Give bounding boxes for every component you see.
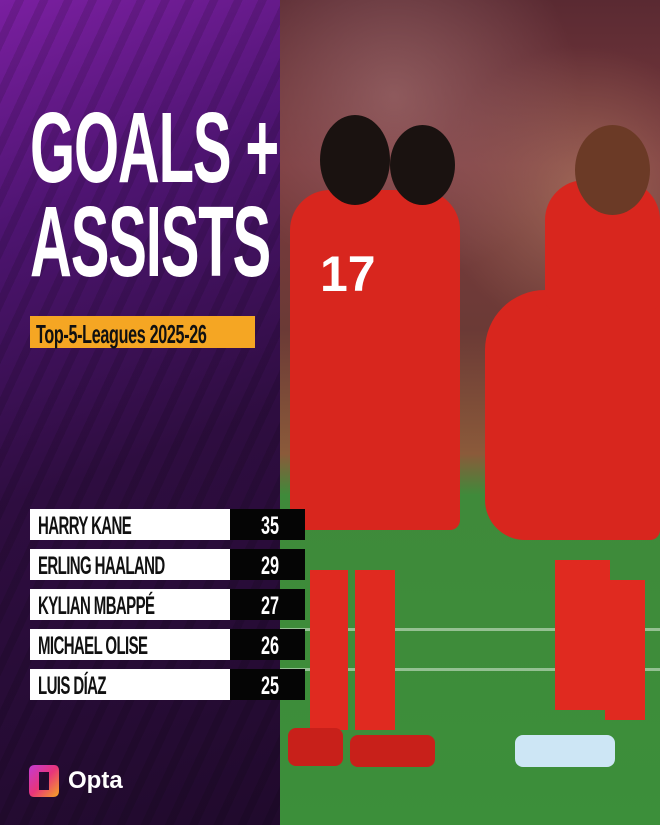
pitch-line bbox=[280, 668, 660, 671]
player-boot bbox=[350, 735, 435, 767]
ranking-row: HARRY KANE 35 bbox=[30, 509, 305, 540]
player-value: 26 bbox=[260, 632, 280, 660]
player-head bbox=[575, 125, 650, 215]
title-line-2: ASSISTS bbox=[30, 186, 271, 298]
title-line-1: GOALS + bbox=[30, 92, 279, 204]
player-value: 25 bbox=[260, 672, 280, 700]
pitch-line bbox=[280, 628, 660, 631]
player-name: KYLIAN MBAPPÉ bbox=[38, 592, 155, 620]
ranking-row: MICHAEL OLISE 26 bbox=[30, 629, 305, 660]
player-head bbox=[390, 125, 455, 205]
ranking-row: ERLING HAALAND 29 bbox=[30, 549, 305, 580]
player-name: HARRY KANE bbox=[38, 512, 132, 540]
info-panel: GOALS + ASSISTS Top-5-Leagues 2025-26 bbox=[0, 0, 280, 825]
player-name: MICHAEL OLISE bbox=[38, 632, 148, 660]
ranking-row: KYLIAN MBAPPÉ 27 bbox=[30, 589, 305, 620]
jersey-number: 17 bbox=[320, 246, 376, 302]
player-leg bbox=[605, 580, 645, 720]
ranking-row: LUIS DÍAZ 25 bbox=[30, 669, 305, 700]
player-body bbox=[485, 290, 660, 540]
player-celebration-photo: 17 bbox=[280, 0, 660, 825]
subtitle-banner: Top-5-Leagues 2025-26 bbox=[30, 316, 255, 349]
player-name: ERLING HAALAND bbox=[38, 552, 165, 580]
player-body bbox=[290, 190, 460, 530]
player-name: LUIS DÍAZ bbox=[38, 672, 107, 700]
subtitle-text: Top-5-Leagues 2025-26 bbox=[36, 319, 207, 349]
player-head bbox=[320, 115, 390, 205]
opta-logo-icon bbox=[29, 765, 59, 797]
player-leg bbox=[355, 570, 395, 730]
player-value: 29 bbox=[260, 552, 280, 580]
player-leg bbox=[310, 570, 348, 730]
player-boot bbox=[288, 728, 343, 766]
player-value: 27 bbox=[260, 592, 280, 620]
player-boot bbox=[515, 735, 615, 767]
player-value: 35 bbox=[260, 512, 280, 540]
brand-name: Opta bbox=[68, 767, 123, 794]
player-leg bbox=[555, 560, 610, 710]
